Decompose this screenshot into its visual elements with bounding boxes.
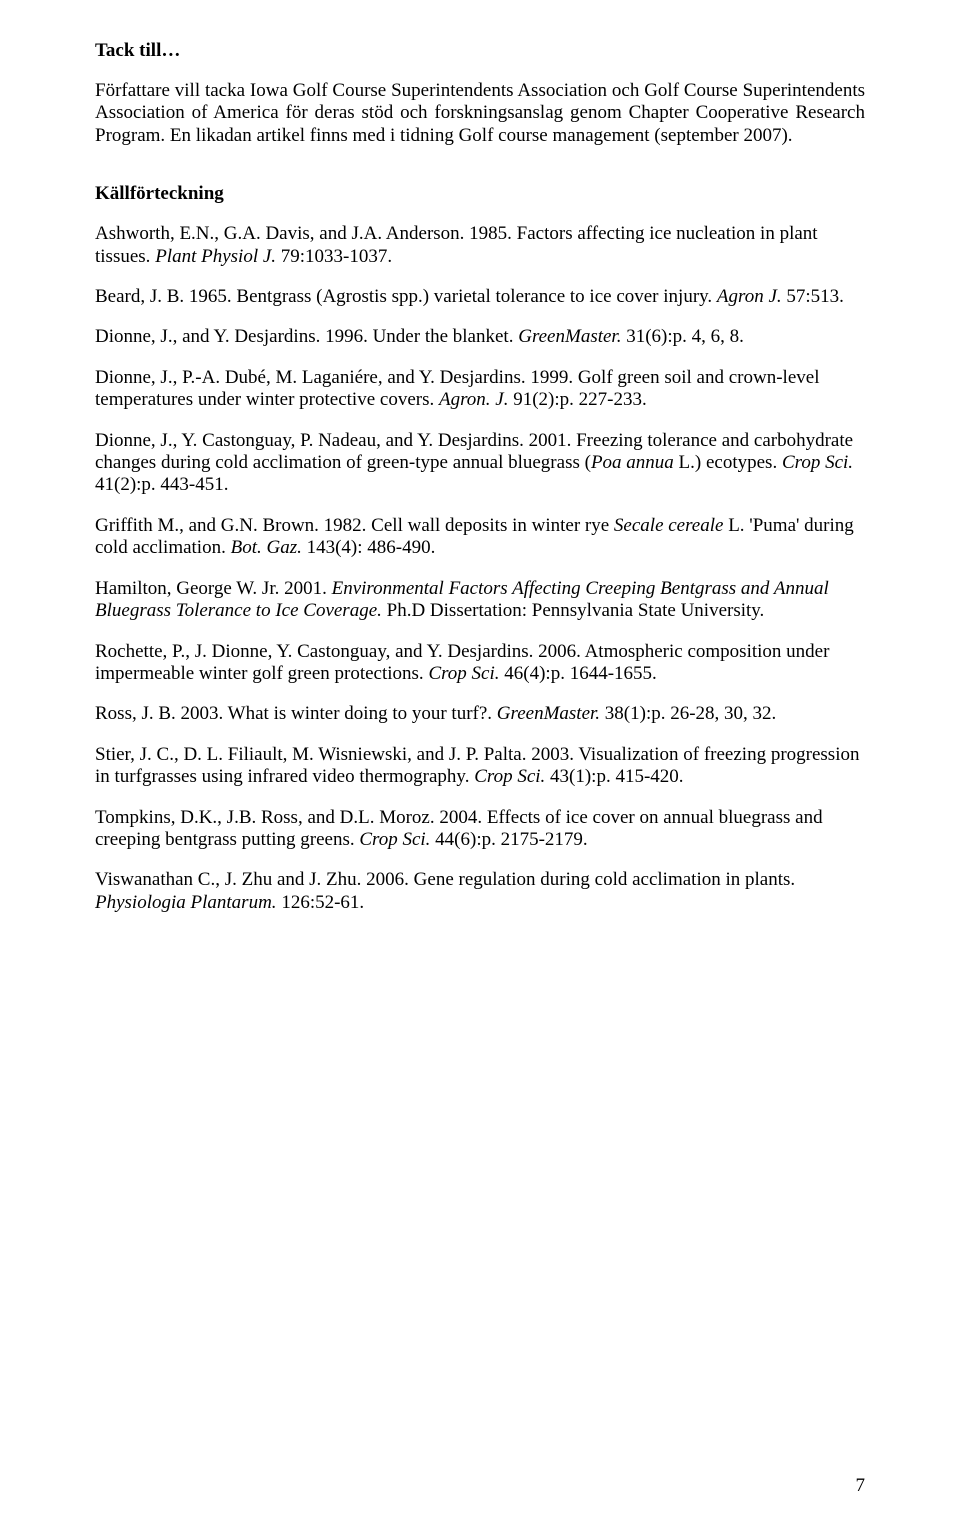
heading-acknowledgements: Tack till…: [95, 40, 865, 62]
references-list: Ashworth, E.N., G.A. Davis, and J.A. And…: [95, 223, 865, 914]
text-run: 57:513.: [786, 286, 844, 307]
reference-entry: Dionne, J., Y. Castonguay, P. Nadeau, an…: [95, 430, 865, 497]
text-run: Crop Sci.: [782, 452, 853, 473]
text-run: Crop Sci.: [428, 663, 504, 684]
page-number: 7: [856, 1475, 866, 1497]
text-run: 91(2):p. 227-233.: [513, 389, 647, 410]
reference-entry: Griffith M., and G.N. Brown. 1982. Cell …: [95, 515, 865, 560]
reference-entry: Hamilton, George W. Jr. 2001. Environmen…: [95, 578, 865, 623]
text-run: 143(4): 486-490.: [307, 537, 436, 558]
reference-entry: Dionne, J., P.-A. Dubé, M. Laganiére, an…: [95, 367, 865, 412]
text-run: Crop Sci.: [359, 829, 435, 850]
text-run: GreenMaster.: [518, 326, 626, 347]
text-run: Crop Sci.: [474, 766, 550, 787]
reference-entry: Stier, J. C., D. L. Filiault, M. Wisniew…: [95, 744, 865, 789]
reference-entry: Viswanathan C., J. Zhu and J. Zhu. 2006.…: [95, 869, 865, 914]
text-run: 31(6):p. 4, 6, 8.: [626, 326, 744, 347]
document-page: Tack till… Författare vill tacka Iowa Go…: [0, 0, 960, 1537]
text-run: Griffith M., and G.N. Brown. 1982. Cell …: [95, 515, 614, 536]
text-run: Hamilton, George W. Jr. 2001.: [95, 578, 332, 599]
text-run: GreenMaster.: [497, 703, 605, 724]
text-run: 43(1):p. 415-420.: [550, 766, 684, 787]
reference-entry: Ashworth, E.N., G.A. Davis, and J.A. And…: [95, 223, 865, 268]
text-run: Författare vill tacka Iowa Golf Course S…: [95, 80, 865, 146]
text-run: L.) ecotypes.: [679, 452, 782, 473]
text-run: 38(1):p. 26-28, 30, 32.: [605, 703, 777, 724]
text-run: 41(2):p. 443-451.: [95, 474, 229, 495]
text-run: Dionne, J., and Y. Desjardins. 1996. Und…: [95, 326, 518, 347]
paragraph-intro: Författare vill tacka Iowa Golf Course S…: [95, 80, 865, 147]
text-run: 44(6):p. 2175-2179.: [435, 829, 588, 850]
reference-entry: Beard, J. B. 1965. Bentgrass (Agrostis s…: [95, 286, 865, 308]
text-run: Ross, J. B. 2003. What is winter doing t…: [95, 703, 497, 724]
text-run: Poa annua: [591, 452, 679, 473]
text-run: Agron J.: [717, 286, 786, 307]
text-run: Bot. Gaz.: [231, 537, 307, 558]
text-run: 46(4):p. 1644-1655.: [504, 663, 657, 684]
heading-references: Källförteckning: [95, 183, 865, 205]
text-run: Physiologia Plantarum.: [95, 892, 281, 913]
text-run: Beard, J. B. 1965. Bentgrass (Agrostis s…: [95, 286, 717, 307]
reference-entry: Rochette, P., J. Dionne, Y. Castonguay, …: [95, 641, 865, 686]
text-run: 126:52-61.: [281, 892, 364, 913]
text-run: 79:1033-1037.: [281, 246, 392, 267]
reference-entry: Tompkins, D.K., J.B. Ross, and D.L. Moro…: [95, 807, 865, 852]
text-run: Viswanathan C., J. Zhu and J. Zhu. 2006.…: [95, 869, 795, 890]
reference-entry: Ross, J. B. 2003. What is winter doing t…: [95, 703, 865, 725]
text-run: Plant Physiol J.: [155, 246, 281, 267]
text-run: Secale cereale: [614, 515, 728, 536]
text-run: Agron. J.: [439, 389, 513, 410]
reference-entry: Dionne, J., and Y. Desjardins. 1996. Und…: [95, 326, 865, 348]
text-run: Ph.D Dissertation: Pennsylvania State Un…: [387, 600, 765, 621]
